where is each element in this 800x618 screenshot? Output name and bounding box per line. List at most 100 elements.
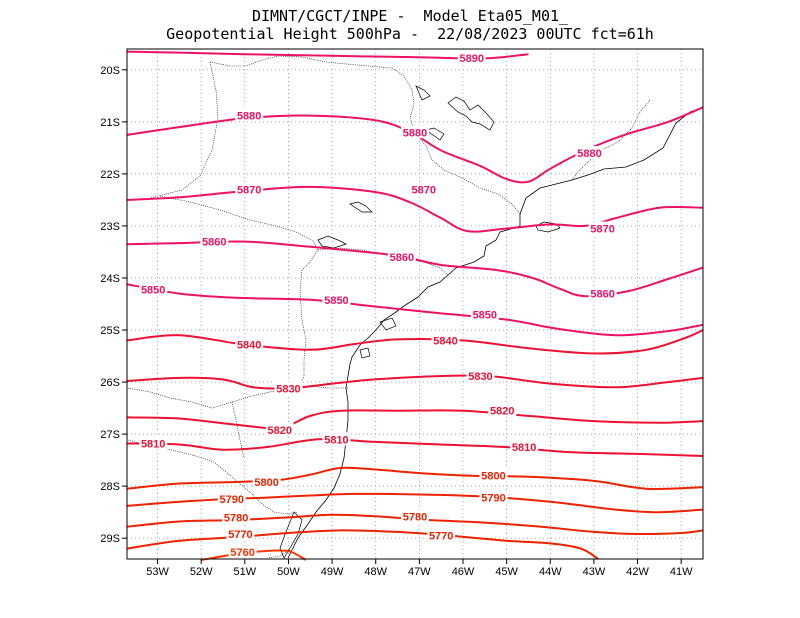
contour-label-5870: 5870 xyxy=(237,185,261,197)
state-border xyxy=(127,439,299,515)
contour-label-bg xyxy=(265,422,294,436)
contour-label-5790: 5790 xyxy=(219,494,243,506)
contour-label-bg xyxy=(252,474,281,488)
reservoir-outline xyxy=(317,85,495,249)
contour-label-5830: 5830 xyxy=(468,371,492,383)
contour-label-bg xyxy=(139,282,168,296)
contour-5840 xyxy=(126,329,704,355)
contour-label-bg xyxy=(401,509,429,523)
y-tick-label: 25S xyxy=(100,325,120,337)
x-tick-label: 51W xyxy=(234,566,257,578)
contour-5810 xyxy=(126,438,704,457)
contour-label-5770: 5770 xyxy=(429,531,453,543)
contour-label-bg xyxy=(488,403,517,417)
y-tick-label: 22S xyxy=(100,169,120,181)
contour-5850 xyxy=(126,283,704,337)
contour-5800 xyxy=(126,466,704,490)
contour-label-5800: 5800 xyxy=(481,471,505,483)
contour-label-bg xyxy=(510,440,539,454)
contour-5880 xyxy=(126,106,704,184)
contour-label-5860: 5860 xyxy=(590,289,614,301)
contour-label-bg xyxy=(479,468,508,482)
contour-label-5880: 5880 xyxy=(403,127,427,139)
map-frame xyxy=(126,48,704,560)
state-border xyxy=(231,401,245,459)
contour-label-bg xyxy=(431,333,460,347)
contour-label-5850: 5850 xyxy=(324,295,348,307)
y-tick-label: 27S xyxy=(100,429,120,441)
contour-label-bg xyxy=(401,125,429,139)
x-tick-label: 48W xyxy=(364,566,387,578)
y-tick-label: 21S xyxy=(100,117,120,129)
contour-label-bg xyxy=(226,527,255,541)
x-tick-label: 49W xyxy=(321,566,344,578)
contour-label-5760: 5760 xyxy=(230,547,254,559)
contour-label-5780: 5780 xyxy=(403,511,427,523)
contour-5760 xyxy=(201,549,307,561)
contour-label-5820: 5820 xyxy=(490,406,514,418)
contour-5830 xyxy=(126,374,704,390)
contour-label-bg xyxy=(322,432,351,446)
contour-label-5820: 5820 xyxy=(267,425,291,437)
y-tick-label: 24S xyxy=(100,273,120,285)
y-tick-label: 23S xyxy=(100,221,120,233)
y-tick-label: 29S xyxy=(100,533,120,545)
bay-outline xyxy=(535,221,561,233)
contour-5860 xyxy=(126,240,704,298)
contour-label-5800: 5800 xyxy=(254,477,278,489)
contour-label-5840: 5840 xyxy=(433,335,457,347)
x-tick-label: 41W xyxy=(670,566,693,578)
contour-label-5790: 5790 xyxy=(481,493,505,505)
contour-label-bg xyxy=(235,337,264,351)
contour-label-bg xyxy=(200,234,229,248)
contour-label-5860: 5860 xyxy=(390,252,414,264)
contour-label-5830: 5830 xyxy=(276,383,300,395)
contour-label-bg xyxy=(274,381,303,395)
contour-label-bg xyxy=(409,182,438,196)
state-border xyxy=(317,247,449,276)
bay-outline xyxy=(359,317,397,359)
map-axes: 53W 52W 51W 50W 49W 48W 47W 46W 45W 44W 43W 42W 41W 2… xyxy=(100,65,693,578)
contour-label-5880: 5880 xyxy=(237,111,261,123)
contour-label-bg xyxy=(222,510,251,524)
contour-label-bg xyxy=(588,221,617,235)
state-border xyxy=(149,61,219,199)
contour-label-bg xyxy=(470,307,499,321)
lagoon-outline xyxy=(279,511,303,559)
x-tick-label: 44W xyxy=(539,566,562,578)
contour-label-bg xyxy=(228,545,257,559)
coastline xyxy=(287,107,703,559)
state-border xyxy=(571,99,651,181)
contour-label-bg xyxy=(235,108,264,122)
contour-label-5770: 5770 xyxy=(228,529,252,541)
contour-label-bg xyxy=(466,368,495,382)
contour-label-5810: 5810 xyxy=(512,442,536,454)
state-border xyxy=(299,269,307,389)
contour-labels: 5890 5880 5880 5880 5870 5870 5870 5860 5860 5860… xyxy=(139,50,617,559)
map-title-line-2: Geopotential Height 500hPa - 22/08/2023 … xyxy=(166,25,654,43)
x-tick-label: 45W xyxy=(495,566,518,578)
x-tick-label: 53W xyxy=(146,566,169,578)
contour-5770 xyxy=(126,529,599,560)
contour-5820 xyxy=(126,409,704,430)
contour-label-5870: 5870 xyxy=(590,224,614,236)
contour-label-bg xyxy=(575,146,604,160)
contour-label-bg xyxy=(139,436,168,450)
contour-label-bg xyxy=(217,492,246,506)
state-border xyxy=(127,385,348,409)
x-tick-label: 47W xyxy=(408,566,431,578)
contour-label-bg xyxy=(427,528,456,542)
y-tick-label: 26S xyxy=(100,377,120,389)
contour-label-5890: 5890 xyxy=(459,53,483,65)
contour-label-5780: 5780 xyxy=(224,512,248,524)
x-tick-label: 42W xyxy=(626,566,649,578)
contour-label-5860: 5860 xyxy=(202,237,226,249)
contour-label-bg xyxy=(322,292,351,306)
map-title-line-1: DIMNT/CGCT/INPE - Model Eta05_M01_ xyxy=(251,7,569,25)
y-tick-label: 28S xyxy=(100,481,120,493)
contour-label-5850: 5850 xyxy=(141,284,165,296)
y-tick-label: 20S xyxy=(100,65,120,77)
contour-label-bg xyxy=(588,286,617,300)
state-border xyxy=(159,195,319,271)
